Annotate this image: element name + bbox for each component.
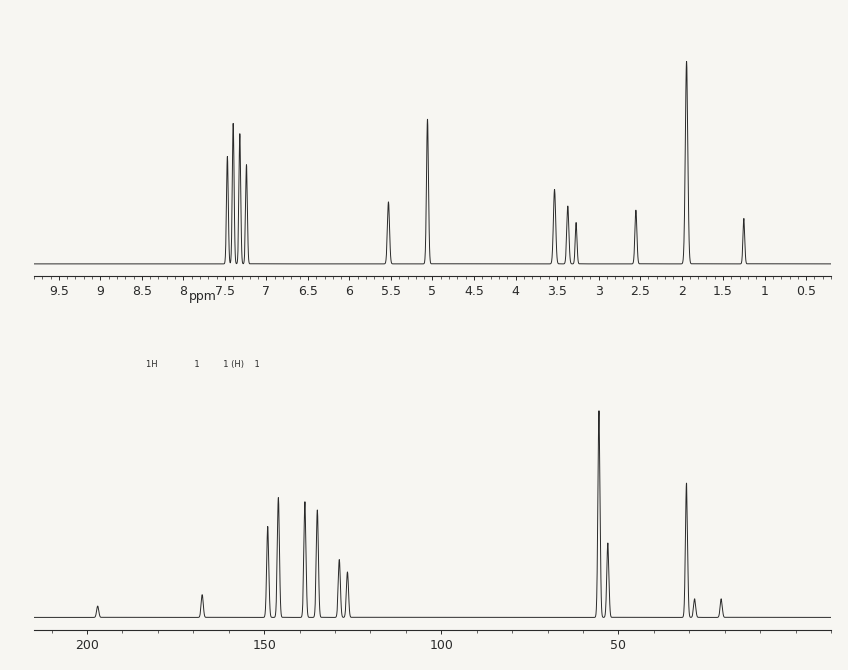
Text: 1H              1         1 (H)    1: 1H 1 1 (H) 1 (146, 360, 259, 368)
Text: ppm: ppm (189, 290, 217, 304)
